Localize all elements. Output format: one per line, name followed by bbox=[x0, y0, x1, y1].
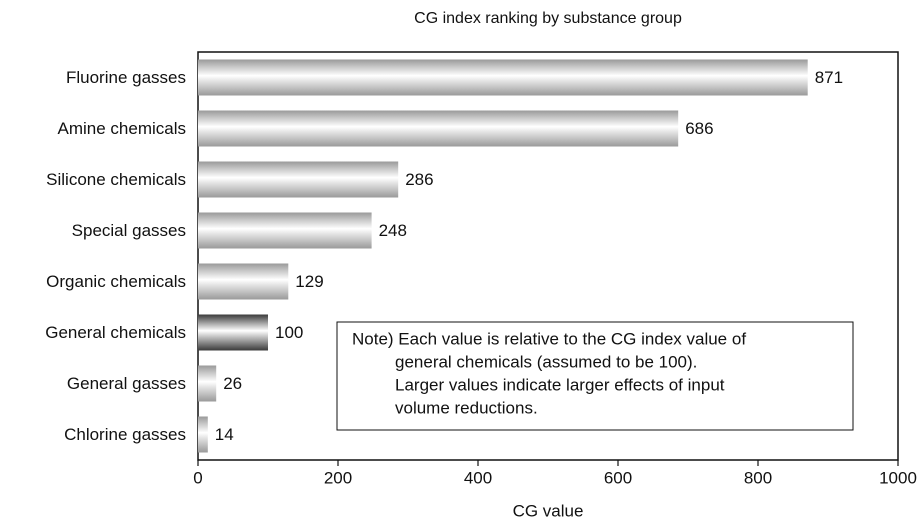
value-label: 686 bbox=[685, 119, 713, 138]
x-tick-label: 600 bbox=[604, 468, 632, 487]
x-tick-label: 400 bbox=[464, 468, 492, 487]
bar bbox=[198, 314, 268, 351]
note-box bbox=[336, 321, 854, 431]
bar bbox=[198, 59, 808, 96]
y-tick-label: Special gasses bbox=[72, 221, 186, 240]
value-label: 286 bbox=[405, 170, 433, 189]
x-tick-label: 1000 bbox=[879, 468, 917, 487]
y-tick-label: Fluorine gasses bbox=[66, 68, 186, 87]
note-line: general chemicals (assumed to be 100). bbox=[395, 352, 697, 371]
bar bbox=[198, 365, 217, 402]
y-tick-label: Amine chemicals bbox=[58, 119, 187, 138]
value-label: 100 bbox=[275, 323, 303, 342]
y-tick-label: Chlorine gasses bbox=[64, 425, 186, 444]
note-line: volume reductions. bbox=[395, 398, 538, 417]
value-label: 129 bbox=[295, 272, 323, 291]
y-tick-label: General chemicals bbox=[45, 323, 186, 342]
x-tick-label: 800 bbox=[744, 468, 772, 487]
x-tick-label: 200 bbox=[324, 468, 352, 487]
x-axis-label: CG value bbox=[513, 501, 584, 520]
value-label: 871 bbox=[815, 68, 843, 87]
bar bbox=[198, 110, 679, 147]
x-tick-label: 0 bbox=[193, 468, 202, 487]
value-label: 26 bbox=[223, 374, 242, 393]
value-label: 14 bbox=[215, 425, 234, 444]
bar bbox=[198, 263, 289, 300]
y-tick-label: Organic chemicals bbox=[46, 272, 186, 291]
note-line: Larger values indicate larger effects of… bbox=[395, 375, 725, 394]
y-tick-label: General gasses bbox=[67, 374, 186, 393]
bar bbox=[198, 212, 372, 249]
y-tick-label: Silicone chemicals bbox=[46, 170, 186, 189]
chart-title: CG index ranking by substance group bbox=[414, 10, 682, 27]
bar bbox=[198, 161, 399, 198]
bar bbox=[198, 416, 208, 453]
value-label: 248 bbox=[379, 221, 407, 240]
plot-frame bbox=[197, 51, 899, 461]
note-line: Note) Each value is relative to the CG i… bbox=[352, 329, 746, 348]
